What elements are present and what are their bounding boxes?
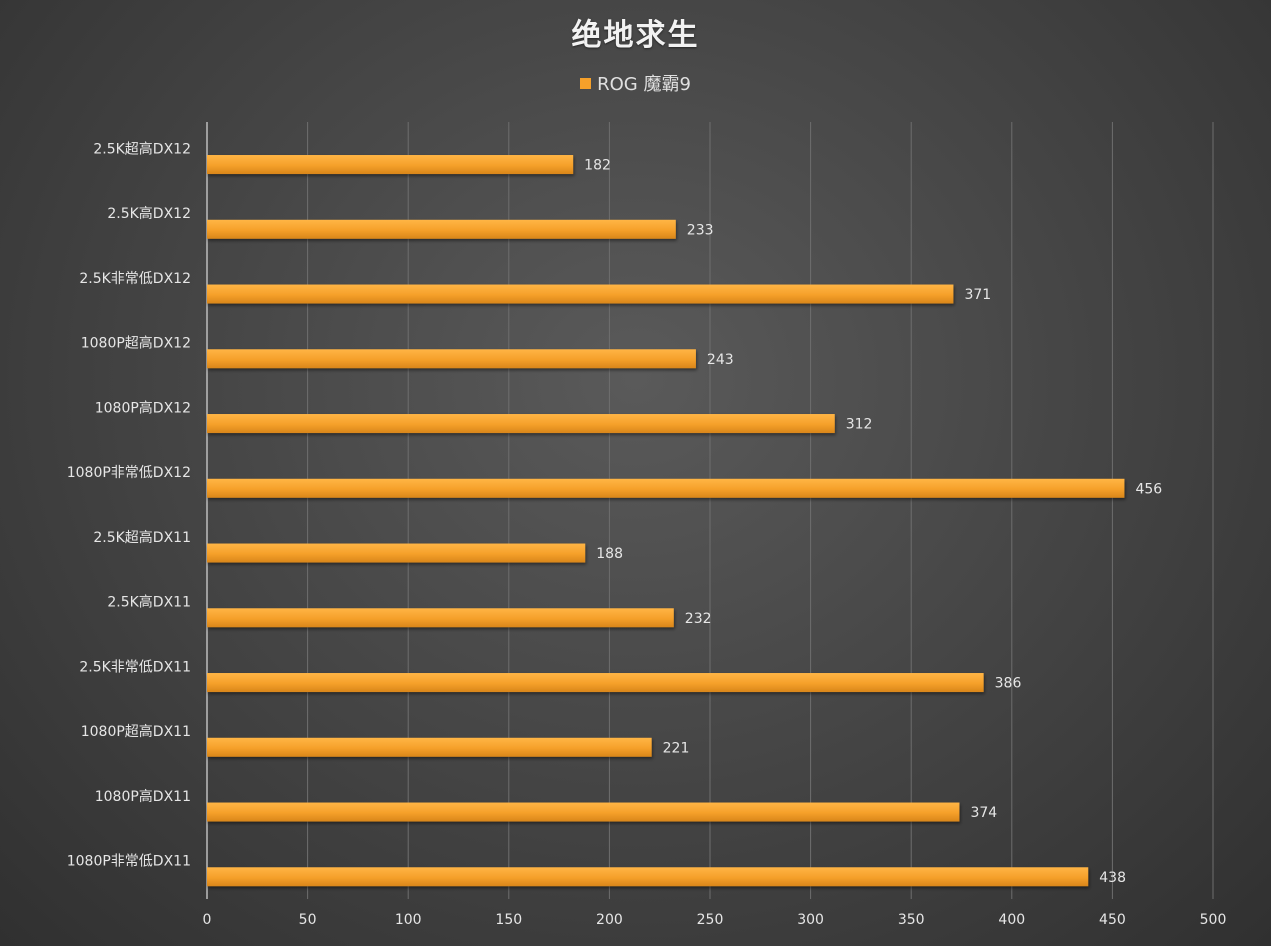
x-tick-label: 350 [898,912,925,928]
x-tick-label: 100 [395,912,422,928]
data-label: 221 [663,740,690,756]
chart-title: 绝地求生 [571,18,700,53]
y-category-label: 1080P非常低DX11 [67,854,191,870]
y-category-label: 1080P高DX11 [95,788,191,805]
legend-swatch [580,77,592,89]
y-category-label: 1080P高DX12 [95,399,191,416]
y-category-label: 2.5K高DX12 [107,205,191,222]
data-label: 438 [1099,870,1126,886]
y-category-label: 1080P超高DX12 [81,335,191,352]
x-tick-label: 300 [797,912,824,928]
y-category-label: 2.5K超高DX11 [93,529,191,546]
data-label: 386 [995,676,1022,692]
y-category-label: 2.5K高DX11 [107,594,191,611]
bar [207,608,674,628]
bar [207,478,1125,498]
bar [207,802,960,822]
bars [207,155,1125,887]
data-label: 371 [964,287,991,303]
data-label: 243 [707,352,734,368]
data-label: 182 [584,158,611,174]
y-category-label: 2.5K非常低DX12 [79,271,191,287]
bar [207,219,676,239]
bar [207,737,652,757]
data-label: 233 [687,222,714,238]
x-tick-label: 450 [1099,912,1126,928]
y-category-label: 1080P超高DX11 [81,723,191,740]
x-tick-label: 150 [495,912,522,928]
bar [207,349,696,369]
x-tick-label: 250 [697,912,724,928]
y-category-label: 2.5K超高DX12 [93,140,191,157]
x-tick-label: 200 [596,912,623,928]
bar [207,284,954,304]
x-tick-label: 0 [203,912,212,928]
y-category-label: 1080P非常低DX12 [67,465,191,481]
data-label: 374 [970,805,997,821]
x-tick-label: 500 [1200,912,1227,928]
data-label: 312 [846,417,873,433]
bar [207,673,984,693]
bar [207,543,586,563]
legend: ROG 魔霸9 [0,70,1271,96]
labels: 0 50 100 150 200 250 300 350 400 450 500 2.5K超高DX12… [67,140,1227,928]
data-label: 188 [596,546,623,562]
x-tick-label: 400 [998,912,1025,928]
legend-label: ROG 魔霸9 [597,74,691,95]
y-category-label: 2.5K非常低DX11 [79,659,191,675]
x-tick-label: 50 [299,912,317,928]
bar [207,414,835,434]
data-label: 456 [1135,481,1162,497]
data-label: 232 [685,611,712,627]
gridlines [307,122,1214,899]
bar [207,867,1089,887]
bar [207,155,574,175]
